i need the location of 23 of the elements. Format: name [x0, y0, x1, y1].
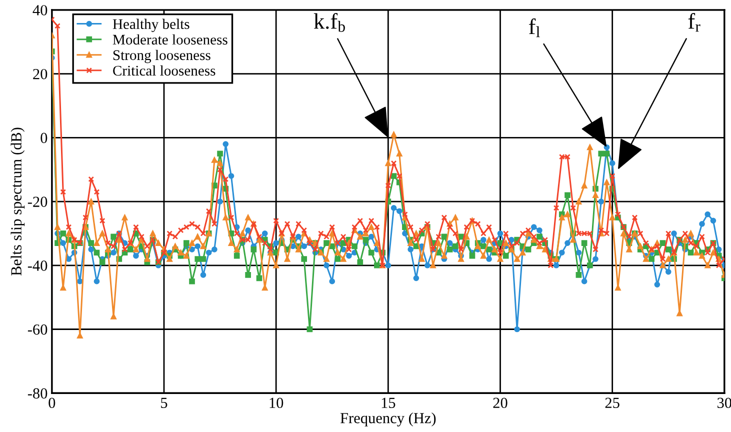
- y-tick-label: 40: [32, 5, 48, 16]
- annotation: f$_{l}$: [528, 18, 540, 38]
- x-tick-label: 15: [382, 398, 396, 408]
- legend-label: Healthy belts: [112, 18, 190, 32]
- y-tick-label: 20: [33, 68, 48, 80]
- legend-label: Moderate looseness: [112, 34, 228, 45]
- y-tick-label: -80: [28, 388, 48, 399]
- y-tick-label: 0: [40, 132, 48, 144]
- x-tick-label: 5: [161, 398, 168, 408]
- x-tick-label: 10: [270, 398, 284, 408]
- x-tick-label: 25: [605, 398, 620, 408]
- annotation: f$_{r}$: [688, 12, 700, 32]
- annotation: k.f$_{b}$: [314, 12, 345, 32]
- legend-label: Critical looseness: [113, 65, 216, 76]
- y-tick-label: -20: [28, 196, 48, 207]
- x-axis-title: Frequency (Hz): [340, 412, 436, 426]
- x-tick-label: 20: [493, 398, 508, 408]
- y-tick-label: -40: [28, 260, 48, 271]
- y-tick-label: -60: [28, 324, 48, 335]
- x-tick-label: 0: [48, 398, 56, 408]
- y-axis-title: Belts slip spectrum (dB): [10, 128, 25, 276]
- x-tick-label: 30: [718, 398, 731, 408]
- legend-label: Strong looseness: [113, 50, 210, 64]
